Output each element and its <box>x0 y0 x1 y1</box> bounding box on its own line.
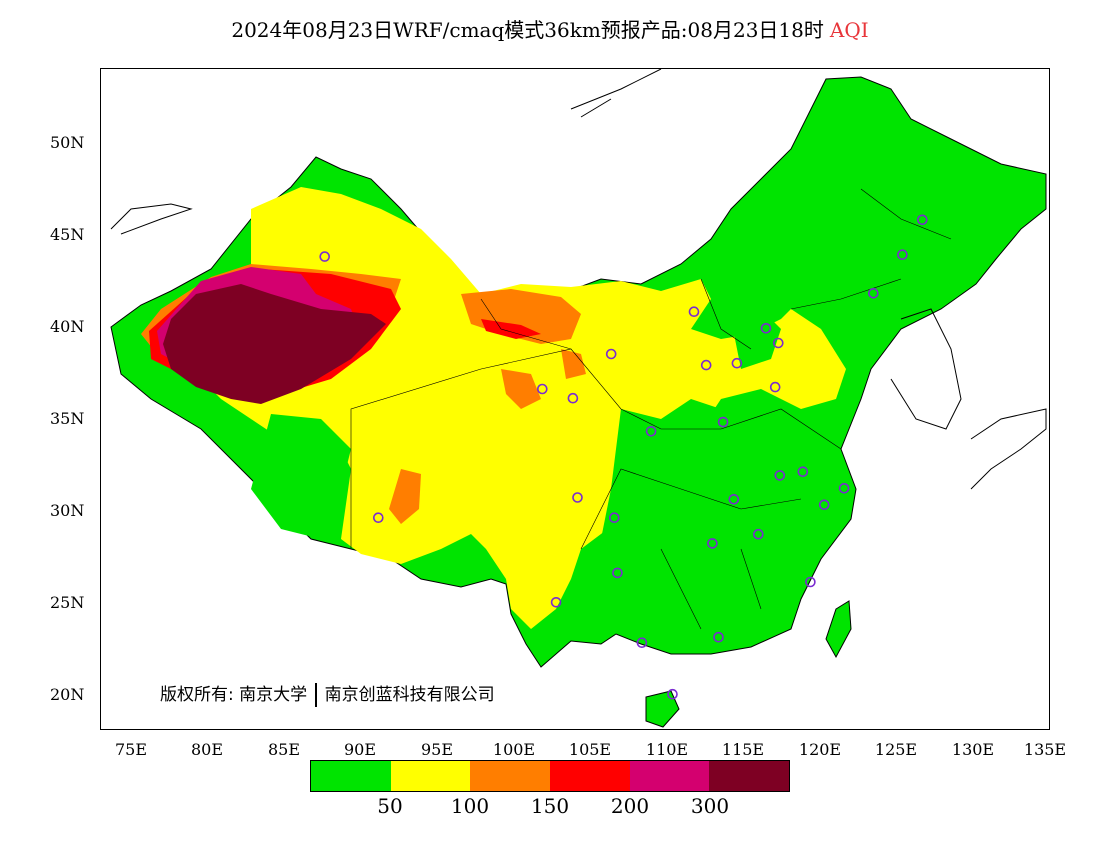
station-marker <box>916 214 928 226</box>
station-marker <box>728 493 740 505</box>
station-marker <box>372 512 384 524</box>
station-marker <box>688 306 700 317</box>
station-marker <box>707 538 718 549</box>
station-marker <box>867 288 879 299</box>
legend-swatch-very-unhealthy <box>629 761 710 791</box>
y-tick-label: 20N <box>50 685 85 704</box>
legend-label: 300 <box>690 794 730 818</box>
station-marker <box>897 249 908 260</box>
color-legend <box>310 760 790 792</box>
station-marker <box>818 499 830 511</box>
x-tick-label: 115E <box>721 740 765 759</box>
map-canvas <box>110 69 1047 728</box>
legend-label: 50 <box>377 794 403 818</box>
station-marker <box>713 631 724 643</box>
copyright-org2: 南京创蓝科技有限公司 <box>324 685 495 705</box>
x-tick-label: 80E <box>190 740 224 759</box>
x-tick-label: 135E <box>1023 740 1067 759</box>
station-marker <box>772 337 784 349</box>
y-tick-label: 40N <box>50 317 85 336</box>
y-tick-label: 30N <box>50 501 85 520</box>
legend-label: 150 <box>530 794 570 818</box>
station-marker <box>636 637 648 649</box>
station-marker <box>667 688 678 700</box>
x-tick-label: 110E <box>645 740 689 759</box>
legend-label: 100 <box>450 794 490 818</box>
copyright-notice: 版权所有: 南京大学 南京创蓝科技有限公司 <box>160 680 495 707</box>
taiwan-island <box>825 600 852 659</box>
aqi-band-good-patch <box>251 414 351 539</box>
station-marker <box>797 466 809 478</box>
aqi-band-hazardous <box>163 284 386 404</box>
aqi-band-usg <box>561 349 586 379</box>
x-tick-label: 100E <box>492 740 536 759</box>
copyright-org1: 南京大学 <box>239 685 308 705</box>
aqi-band-usg <box>501 369 541 409</box>
copyright-divider <box>315 683 317 707</box>
x-tick-label: 85E <box>267 740 301 759</box>
station-marker <box>700 359 712 371</box>
station-marker <box>717 416 729 428</box>
aqi-map <box>100 68 1050 730</box>
station-marker <box>550 596 562 608</box>
y-tick-label: 25N <box>50 593 85 612</box>
station-marker <box>752 528 764 540</box>
y-tick-label: 50N <box>50 133 85 152</box>
aqi-fill-layer <box>110 69 1047 728</box>
station-marker <box>731 357 743 369</box>
x-tick-label: 130E <box>951 740 995 759</box>
x-tick-label: 90E <box>343 740 377 759</box>
station-marker <box>572 492 583 503</box>
station-marker <box>769 381 781 393</box>
x-tick-label: 75E <box>114 740 148 759</box>
station-marker <box>838 482 850 494</box>
legend-swatch-moderate <box>390 761 471 791</box>
x-tick-label: 120E <box>798 740 842 759</box>
copyright-label: 版权所有: <box>160 685 234 705</box>
legend-swatch-usg <box>470 761 551 791</box>
x-tick-label: 95E <box>420 740 454 759</box>
stations-layer <box>319 214 928 700</box>
legend-label: 200 <box>610 794 650 818</box>
y-tick-label: 45N <box>50 225 85 244</box>
y-tick-label: 35N <box>50 409 85 428</box>
coastline <box>110 69 1047 490</box>
aqi-band-good-patch <box>601 399 741 569</box>
hainan-island <box>645 690 680 728</box>
station-marker <box>605 348 617 360</box>
station-marker <box>645 425 657 437</box>
station-marker <box>567 392 579 404</box>
map-title: 2024年08月23日WRF/cmaq模式36km预报产品:08月23日18时 A… <box>0 14 1100 43</box>
title-variable: AQI <box>829 18 869 42</box>
aqi-band-unhealthy <box>481 319 541 339</box>
station-marker <box>774 470 786 481</box>
province-border <box>350 188 952 630</box>
station-marker <box>760 322 772 334</box>
title-text: 2024年08月23日WRF/cmaq模式36km预报产品:08月23日18时 <box>231 18 824 42</box>
x-tick-label: 105E <box>568 740 612 759</box>
station-marker <box>536 383 548 395</box>
x-tick-label: 125E <box>874 740 918 759</box>
station-marker <box>319 251 330 262</box>
legend-swatch-hazardous <box>709 761 790 791</box>
legend-swatch-good <box>311 761 391 791</box>
station-marker <box>805 576 816 588</box>
aqi-band-usg <box>389 469 421 524</box>
legend-swatch-unhealthy <box>550 761 630 791</box>
station-marker <box>612 567 623 579</box>
station-marker <box>608 512 620 524</box>
